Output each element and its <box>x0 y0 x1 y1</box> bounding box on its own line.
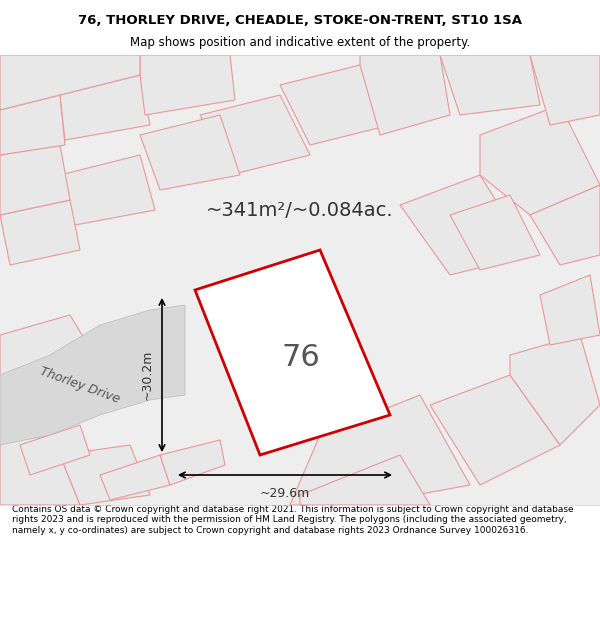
Polygon shape <box>60 75 150 140</box>
Polygon shape <box>60 155 155 225</box>
Polygon shape <box>195 250 390 455</box>
Polygon shape <box>540 275 600 345</box>
Polygon shape <box>0 305 185 445</box>
Polygon shape <box>0 200 80 265</box>
Polygon shape <box>480 105 600 215</box>
Text: Contains OS data © Crown copyright and database right 2021. This information is : Contains OS data © Crown copyright and d… <box>12 505 574 535</box>
Polygon shape <box>60 445 150 505</box>
Polygon shape <box>400 175 530 275</box>
Text: 76: 76 <box>282 343 320 372</box>
Polygon shape <box>0 405 80 505</box>
Polygon shape <box>200 95 310 175</box>
Text: ~29.6m: ~29.6m <box>260 487 310 500</box>
Text: Thorley Drive: Thorley Drive <box>38 364 122 406</box>
Polygon shape <box>360 55 450 135</box>
Polygon shape <box>300 455 430 505</box>
Polygon shape <box>140 55 235 115</box>
Text: ~341m²/~0.084ac.: ~341m²/~0.084ac. <box>206 201 394 219</box>
Polygon shape <box>450 195 540 270</box>
Polygon shape <box>280 65 390 145</box>
Polygon shape <box>440 55 540 115</box>
Polygon shape <box>100 455 170 500</box>
Text: Map shows position and indicative extent of the property.: Map shows position and indicative extent… <box>130 36 470 49</box>
Polygon shape <box>160 440 225 485</box>
Polygon shape <box>290 395 470 505</box>
Polygon shape <box>20 425 90 475</box>
Text: ~30.2m: ~30.2m <box>141 350 154 400</box>
Polygon shape <box>430 375 560 485</box>
Polygon shape <box>530 185 600 265</box>
Polygon shape <box>140 115 240 190</box>
Polygon shape <box>510 335 600 445</box>
Polygon shape <box>0 55 140 110</box>
Text: 76, THORLEY DRIVE, CHEADLE, STOKE-ON-TRENT, ST10 1SA: 76, THORLEY DRIVE, CHEADLE, STOKE-ON-TRE… <box>78 14 522 27</box>
Polygon shape <box>0 95 65 155</box>
Polygon shape <box>0 145 70 215</box>
Polygon shape <box>530 55 600 125</box>
Polygon shape <box>0 315 100 405</box>
